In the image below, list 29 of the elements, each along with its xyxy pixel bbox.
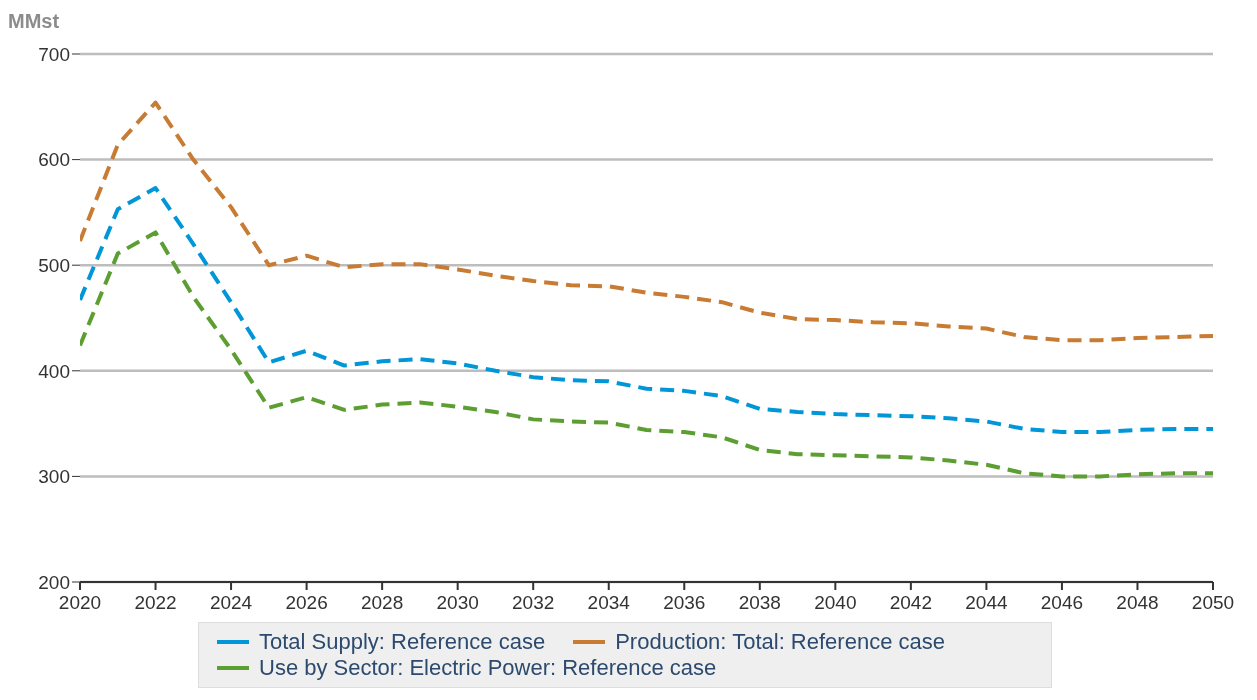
legend-label: Use by Sector: Electric Power: Reference case [259,655,717,681]
x-tick-label: 2022 [134,592,177,614]
x-tick-label: 2050 [1191,592,1235,614]
legend-label: Production: Total: Reference case [615,629,945,655]
x-tick-label: 2038 [738,592,781,614]
y-tick-label: 400 [38,360,70,382]
x-tick-label: 2044 [965,592,1008,614]
x-tick-label: 2040 [814,592,857,614]
x-tick-label: 2026 [285,592,328,614]
x-tick-label: 2034 [587,592,631,614]
y-tick-label: 300 [38,466,70,488]
x-tick-label: 2042 [889,592,933,614]
y-axis-title: MMst [8,10,60,33]
x-tick-label: 2036 [663,592,706,614]
x-tick-label: 2030 [436,592,479,614]
x-tick-label: 2032 [512,592,555,614]
line-series [80,230,1213,479]
x-tick-label: 2028 [360,592,404,614]
y-tick-label: 700 [38,43,70,65]
y-tick-label: 200 [38,571,70,593]
y-tick-label: 600 [38,149,70,171]
line-series [80,100,1213,343]
legend-label: Total Supply: Reference case [259,629,546,655]
line-series [80,186,1213,435]
x-tick-label: 2048 [1116,592,1159,614]
y-tick-label: 500 [38,254,70,276]
x-tick-label: 2020 [58,592,102,614]
x-tick-label: 2024 [209,592,253,614]
x-tick-label: 2046 [1040,592,1084,614]
